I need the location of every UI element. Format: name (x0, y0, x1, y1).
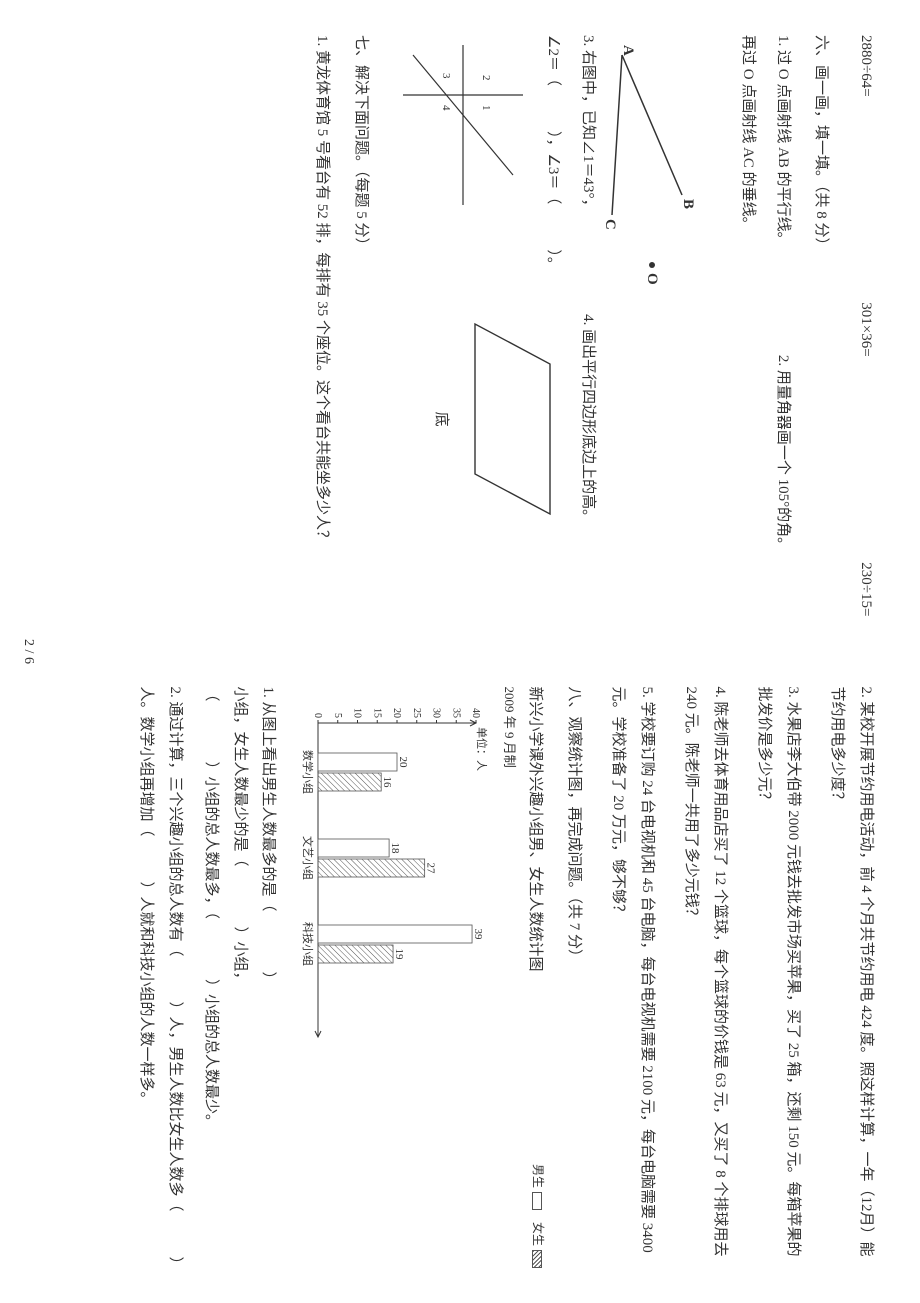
r-q4: 4. 陈老师去体育用品店买了 12 个篮球，每个篮球的价钱是 63 元，又买了 … (677, 687, 734, 1269)
r-q5: 5. 学校要订购 24 台电视机和 45 台电脑，每台电视机需要 2100 元，… (604, 687, 661, 1269)
r-q3: 3. 水果店李大伯带 2000 元钱去批发市场买苹果，买了 25 箱，还剩 15… (750, 687, 807, 1269)
svg-text:15: 15 (372, 708, 383, 718)
svg-text:4: 4 (440, 105, 452, 111)
chart-legend: 男生 女生 (526, 1164, 549, 1268)
svg-text:文艺小组: 文艺小组 (301, 836, 315, 880)
legend-boy: 男生 (526, 1164, 549, 1210)
section-6-title: 六、画一画，填一填。（共 8 分） (807, 35, 836, 617)
svg-text:0: 0 (312, 713, 323, 718)
bar-chart: 单位：人05101520253035402016数学小组1827文艺小组3919… (290, 687, 490, 1269)
svg-text:27: 27 (425, 862, 437, 874)
legend-girl: 女生 (526, 1222, 549, 1268)
pt-A: A (620, 45, 636, 56)
chart-title: 新兴小学课外兴趣小组男、女生人数统计图 (521, 687, 550, 972)
q6-1a: 1. 过 O 点画射线 AB 的平行线。 (769, 35, 798, 355)
svg-text:39: 39 (472, 928, 484, 940)
legend-girl-label: 女生 (526, 1222, 549, 1246)
right-column: 2. 某校开展节约用电活动，前 4 个月共节约用电 424 度。照这样计算，一年… (0, 652, 920, 1303)
svg-text:科技小组: 科技小组 (301, 922, 315, 966)
pt-C: C (602, 219, 618, 230)
q8-1a: 1. 从图上看出男生人数最多的是（ ） (254, 687, 283, 1269)
q6-1b: 再过 O 点画射线 AC 的垂线。 (734, 35, 763, 355)
chart-date: 2009 年 9 月制 (496, 687, 521, 1269)
section-7-title: 七、解决下面问题。（每题 5 分） (347, 35, 376, 617)
calc-row: 2880÷64= 301×36= 230÷15= (852, 35, 881, 617)
abc-ray-diagram: A B C O (612, 35, 722, 617)
left-column: 2880÷64= 301×36= 230÷15= 六、画一画，填一填。（共 8 … (0, 0, 920, 652)
svg-text:3: 3 (440, 73, 452, 79)
svg-text:25: 25 (411, 708, 422, 718)
pt-B: B (680, 199, 696, 209)
angle-diagram: 1 2 3 4 (393, 35, 533, 314)
svg-text:2: 2 (480, 75, 492, 81)
svg-text:30: 30 (431, 708, 442, 718)
svg-text:10: 10 (352, 708, 363, 718)
calc-expr-1: 2880÷64= (852, 35, 881, 97)
q6-2: 2. 用量角器画一个 105°的角。 (769, 355, 798, 617)
svg-text:18: 18 (389, 842, 401, 854)
section-8-title: 八、观察统计图，再完成问题。（共 7 分） (560, 687, 589, 1269)
parallelogram-base-label: 底 (427, 314, 456, 524)
calc-expr-2: 301×36= (852, 302, 881, 356)
svg-text:40: 40 (470, 708, 481, 718)
q8-1b: 小组，女生人数最少的是（ ）小组， (225, 687, 254, 1269)
page-number: 2 / 6 (20, 639, 36, 664)
q6-4: 4. 画出平行四边形底边上的高。 (574, 314, 603, 616)
pt-O: O (644, 273, 660, 285)
q8-1c: （ ）小组的总人数最多，（ ）小组的总人数最少。 (197, 687, 226, 1269)
svg-text:单位：人: 单位：人 (475, 727, 489, 771)
calc-expr-3: 230÷15= (852, 562, 881, 616)
svg-text:19: 19 (393, 948, 405, 960)
svg-text:20: 20 (397, 756, 409, 768)
svg-text:5: 5 (332, 713, 343, 718)
svg-text:16: 16 (382, 776, 394, 788)
q6-3a: 3. 右图中，已知∠1＝43°， (574, 35, 603, 314)
svg-text:1: 1 (480, 105, 492, 111)
legend-boy-label: 男生 (526, 1164, 549, 1188)
q7-1: 1. 黄龙体育馆 5 号看台有 52 排，每排有 35 个座位。这个看台共能坐多… (308, 35, 337, 617)
r-q2: 2. 某校开展节约用电活动，前 4 个月共节约用电 424 度。照这样计算，一年… (823, 687, 880, 1269)
parallelogram-diagram: 底 (427, 314, 566, 616)
svg-text:35: 35 (451, 708, 462, 718)
svg-text:数学小组: 数学小组 (301, 750, 315, 794)
legend-boy-swatch (532, 1192, 542, 1210)
q6-3b: ∠2＝（ ），∠3＝（ ）。 (539, 35, 568, 314)
legend-girl-swatch (532, 1250, 542, 1268)
svg-text:20: 20 (391, 708, 402, 718)
q8-2: 2. 通过计算，三个兴趣小组的总人数有（ ）人，男生人数比女生人数多（ ）人。数… (132, 687, 189, 1269)
